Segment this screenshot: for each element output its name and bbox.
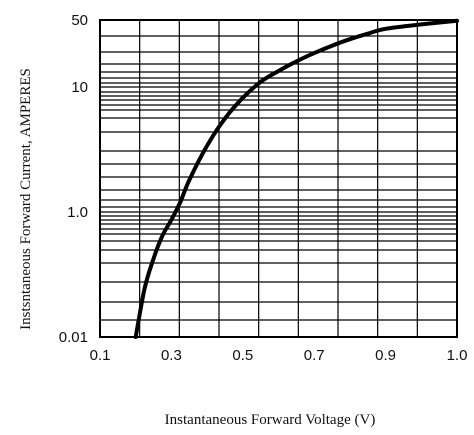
y-axis-title: Instsntaneous Forward Current, AMPERES (18, 68, 34, 330)
x-tick-labels: 0.1 0.3 0.5 0.7 0.9 1.0 (90, 347, 468, 364)
x-tick-label: 0.9 (375, 347, 396, 364)
forward-current-curve (133, 18, 459, 339)
x-axis-title: Instantaneous Forward Voltage (V) (165, 412, 376, 428)
x-tick-label: 0.5 (232, 347, 253, 364)
y-tick-label: 10 (71, 79, 88, 96)
y-tick-label: 0.01 (59, 329, 88, 346)
curve-layer (133, 18, 459, 339)
y-tick-label: 1.0 (67, 204, 88, 221)
plot-frame (99, 19, 458, 338)
x-tick-label: 1.0 (447, 347, 468, 364)
grid-lines (99, 20, 458, 337)
x-tick-label: 0.7 (304, 347, 325, 364)
x-tick-label: 0.3 (161, 347, 182, 364)
y-tick-label: 50 (71, 12, 88, 29)
y-tick-labels: 0.01 1.0 10 50 (59, 12, 88, 346)
x-tick-label: 0.1 (90, 347, 111, 364)
